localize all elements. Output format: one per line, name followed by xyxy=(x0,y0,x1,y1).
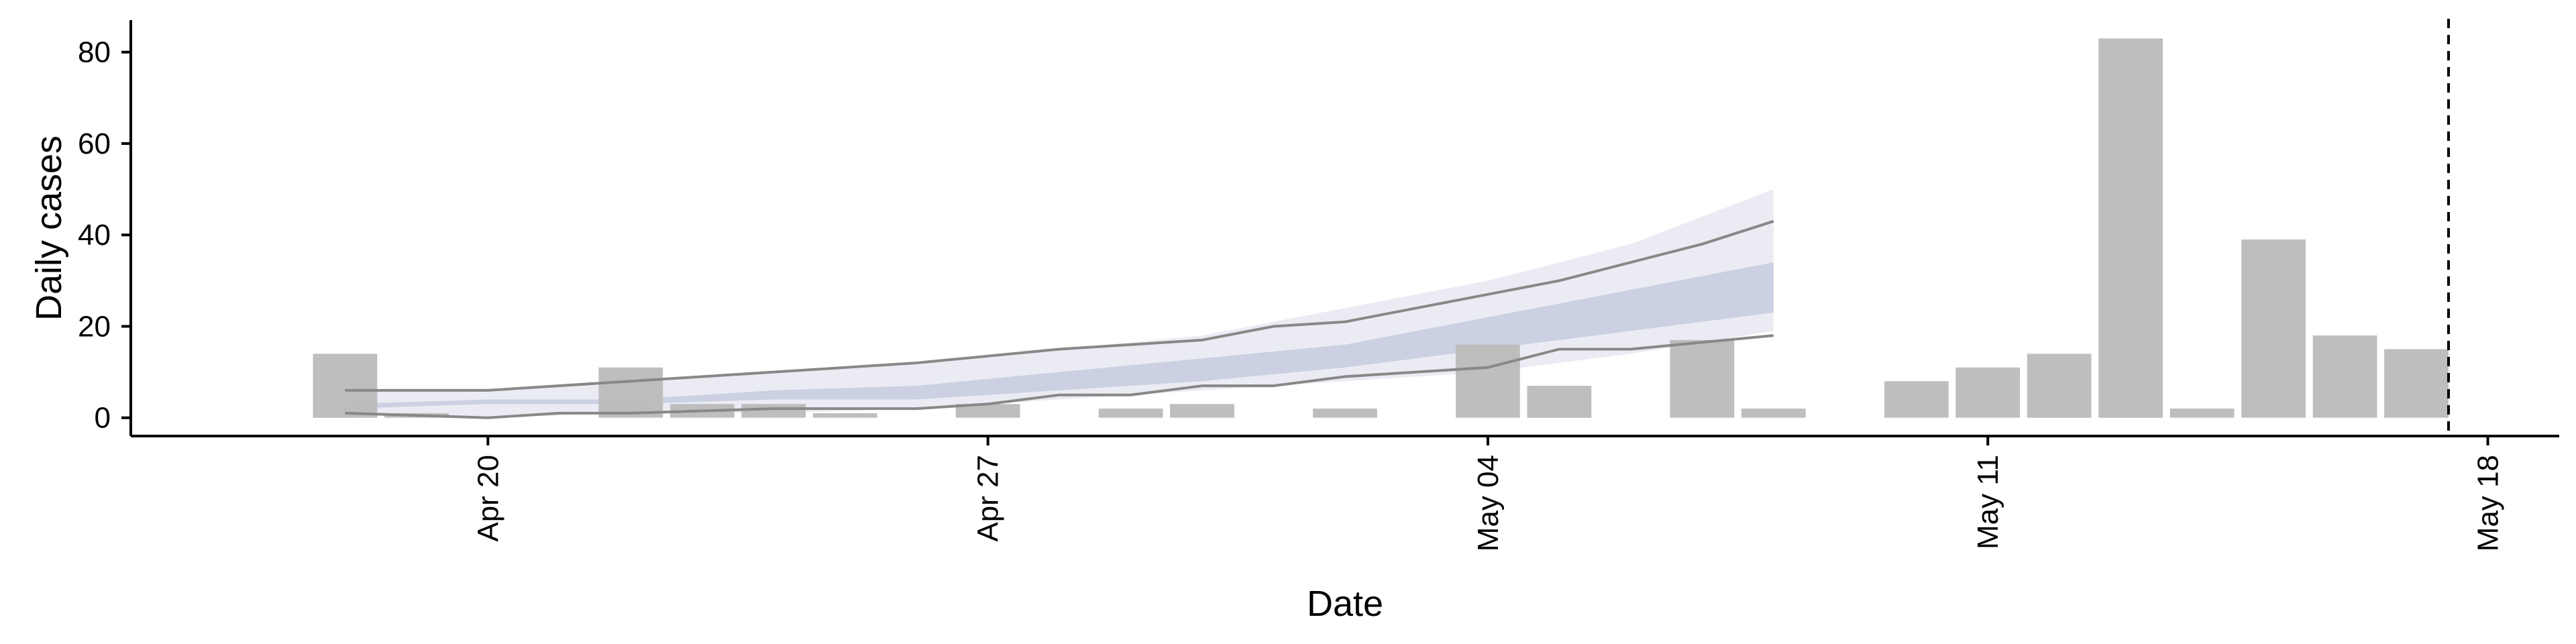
x-tick-label: Apr 27 xyxy=(972,455,1005,542)
inner-uncertainty-band xyxy=(345,262,1774,409)
x-axis-title: Date xyxy=(1307,584,1383,624)
x-tick-label: Apr 20 xyxy=(472,455,504,542)
axis-titles: Date Daily cases xyxy=(29,136,1383,624)
axes: 0 20 40 60 80 Apr 20 Apr 27 May 04 May 11 May 18 xyxy=(78,20,2559,551)
bar xyxy=(2027,354,2092,418)
y-axis-title: Daily cases xyxy=(29,136,69,321)
bar xyxy=(2312,335,2377,418)
bars xyxy=(313,38,2449,418)
bar xyxy=(1170,404,1234,418)
bar xyxy=(2169,409,2235,418)
bar xyxy=(1456,344,1520,418)
bar xyxy=(741,404,806,418)
outer-uncertainty-band xyxy=(345,189,1774,418)
lower-band-line xyxy=(345,334,1774,419)
bar xyxy=(1527,386,1592,418)
projection-bands xyxy=(345,189,1774,418)
bar xyxy=(1098,409,1163,418)
band-lines xyxy=(345,219,1774,419)
bar xyxy=(812,413,877,418)
y-tick-label: 0 xyxy=(95,402,111,435)
y-tick-label: 40 xyxy=(78,219,111,252)
bar xyxy=(1955,367,2021,418)
x-tick-label: May 18 xyxy=(2472,455,2505,551)
y-tick-label: 80 xyxy=(78,36,111,69)
upper-band-line xyxy=(345,219,1774,392)
bar xyxy=(2098,38,2163,418)
y-tick-label: 20 xyxy=(78,310,111,343)
bar xyxy=(1884,381,1949,418)
bar xyxy=(1670,339,1735,418)
bar xyxy=(313,354,378,418)
bar xyxy=(1313,409,1377,418)
bar xyxy=(598,367,663,418)
bar xyxy=(955,404,1020,418)
y-tick-label: 60 xyxy=(78,127,111,160)
bar xyxy=(2384,349,2449,418)
x-tick-label: May 04 xyxy=(1472,455,1505,551)
bar xyxy=(1741,409,1806,418)
x-tick-label: May 11 xyxy=(1972,455,2004,549)
bar xyxy=(2241,239,2306,418)
